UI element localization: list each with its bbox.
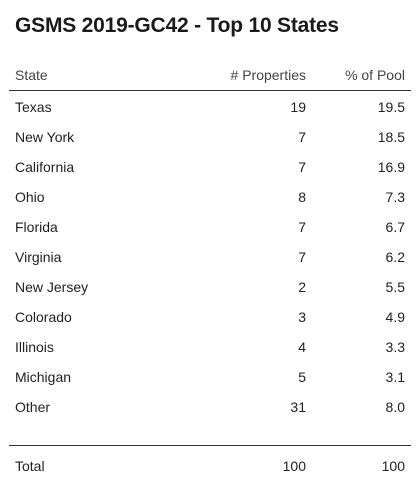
table-body: Texas 19 19.5 New York 7 18.5 California… bbox=[9, 91, 411, 422]
state-cell: Other bbox=[15, 399, 51, 415]
state-cell: Florida bbox=[15, 219, 58, 235]
header-pct-of-pool: % of Pool bbox=[345, 67, 405, 83]
table-row: California 7 16.9 bbox=[9, 152, 411, 182]
table-row: Illinois 4 3.3 bbox=[9, 332, 411, 362]
properties-cell: 8 bbox=[298, 189, 306, 205]
table-row: Virginia 7 6.2 bbox=[9, 242, 411, 272]
total-label: Total bbox=[15, 458, 45, 474]
table-row: Colorado 3 4.9 bbox=[9, 302, 411, 332]
state-cell: California bbox=[15, 159, 75, 175]
pct-cell: 4.9 bbox=[385, 309, 405, 325]
properties-cell: 19 bbox=[290, 99, 306, 115]
state-cell: New York bbox=[15, 129, 75, 145]
properties-cell: 5 bbox=[298, 369, 306, 385]
pct-cell: 16.9 bbox=[377, 159, 405, 175]
state-cell: Illinois bbox=[15, 339, 54, 355]
properties-cell: 7 bbox=[298, 159, 306, 175]
table-row: Michigan 5 3.1 bbox=[9, 362, 411, 392]
properties-cell: 2 bbox=[298, 279, 306, 295]
total-row: Total 100 100 bbox=[9, 446, 411, 481]
table-row: New Jersey 2 5.5 bbox=[9, 272, 411, 302]
state-cell: Michigan bbox=[15, 369, 72, 385]
total-divider bbox=[9, 445, 411, 446]
table-spacer bbox=[9, 422, 411, 445]
pct-cell: 5.5 bbox=[385, 279, 405, 295]
properties-cell: 7 bbox=[298, 249, 306, 265]
table-title: GSMS 2019-GC42 - Top 10 States bbox=[15, 14, 339, 37]
properties-cell: 7 bbox=[298, 219, 306, 235]
table-header: State # Properties % of Pool bbox=[9, 60, 411, 91]
header-properties: # Properties bbox=[230, 67, 306, 83]
state-cell: Colorado bbox=[15, 309, 72, 325]
state-cell: Virginia bbox=[15, 249, 62, 265]
total-properties: 100 bbox=[282, 458, 306, 474]
table-row: Florida 7 6.7 bbox=[9, 212, 411, 242]
total-pct: 100 bbox=[381, 458, 405, 474]
pct-cell: 3.3 bbox=[385, 339, 405, 355]
table-row: Other 31 8.0 bbox=[9, 392, 411, 422]
state-cell: New Jersey bbox=[15, 279, 89, 295]
pct-cell: 18.5 bbox=[377, 129, 405, 145]
pct-cell: 6.2 bbox=[385, 249, 405, 265]
properties-cell: 4 bbox=[298, 339, 306, 355]
properties-cell: 3 bbox=[298, 309, 306, 325]
table-row: Texas 19 19.5 bbox=[9, 92, 411, 122]
pct-cell: 7.3 bbox=[385, 189, 405, 205]
pct-cell: 19.5 bbox=[377, 99, 405, 115]
header-state: State bbox=[15, 67, 48, 83]
pct-cell: 6.7 bbox=[385, 219, 405, 235]
state-cell: Texas bbox=[15, 99, 52, 115]
pct-cell: 3.1 bbox=[385, 369, 405, 385]
state-cell: Ohio bbox=[15, 189, 45, 205]
properties-cell: 31 bbox=[290, 399, 306, 415]
table-row: Ohio 8 7.3 bbox=[9, 182, 411, 212]
states-table: State # Properties % of Pool Texas 19 19… bbox=[9, 60, 411, 481]
properties-cell: 7 bbox=[298, 129, 306, 145]
pct-cell: 8.0 bbox=[385, 399, 405, 415]
table-row: New York 7 18.5 bbox=[9, 122, 411, 152]
